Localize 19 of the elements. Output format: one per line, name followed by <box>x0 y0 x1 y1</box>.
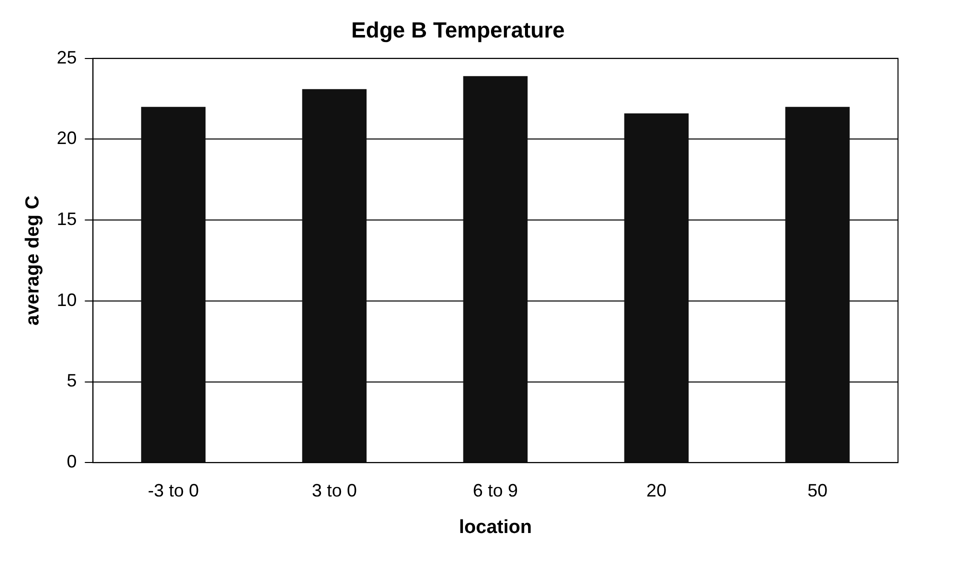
x-tick-label: 6 to 9 <box>472 480 518 500</box>
x-tick-label: 20 <box>646 480 666 500</box>
y-tick-label: 10 <box>56 290 77 310</box>
x-tick-label: 3 to 0 <box>312 480 357 500</box>
bar <box>302 89 367 462</box>
bar <box>463 76 528 462</box>
y-tick-label: 15 <box>56 209 77 230</box>
y-tick-label: 5 <box>66 370 77 391</box>
bar <box>785 106 850 462</box>
y-axis-title: average deg C <box>22 195 44 326</box>
y-tick-label: 0 <box>66 452 77 472</box>
x-tick-label: 50 <box>807 480 828 500</box>
x-tick-label: -3 to 0 <box>148 480 199 500</box>
bar <box>624 113 689 462</box>
y-tick-label: 25 <box>56 47 77 68</box>
y-tick-label: 20 <box>56 128 77 148</box>
bar <box>141 106 206 462</box>
chart-title: Edge B Temperature <box>351 17 565 42</box>
x-axis-title: location <box>458 516 532 538</box>
